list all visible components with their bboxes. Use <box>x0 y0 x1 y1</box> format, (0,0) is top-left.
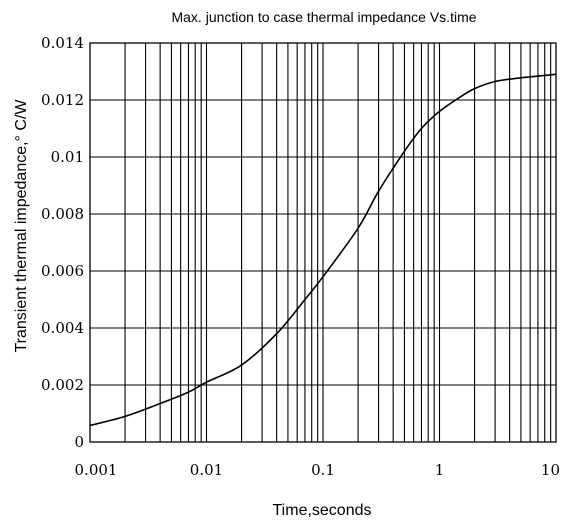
x-tick-label: 10 <box>541 461 560 479</box>
x-tick-label: 0.001 <box>75 461 118 479</box>
plot-grid <box>90 43 556 442</box>
x-axis-label: Time,seconds <box>273 502 372 519</box>
axis-ticks: 0 0.002 0.004 0.006 0.008 0.01 0.012 0.014 0.001… <box>41 34 560 479</box>
chart-title: Max. junction to case thermal impedance … <box>171 9 476 25</box>
y-tick-label: 0.002 <box>41 376 84 394</box>
x-tick-label: 0.01 <box>190 461 223 479</box>
y-tick-label: 0 <box>74 433 84 451</box>
plot-frame <box>89 42 557 443</box>
y-tick-label: 0.006 <box>41 262 84 280</box>
y-tick-label: 0.008 <box>41 205 84 223</box>
y-axis-label: Transient thermal impedance,° C/W <box>13 99 30 353</box>
y-tick-label: 0.01 <box>51 148 84 166</box>
y-tick-label: 0.014 <box>41 34 84 52</box>
x-tick-label: 1 <box>435 461 445 479</box>
y-tick-label: 0.012 <box>41 91 84 109</box>
series-line <box>89 73 557 427</box>
x-tick-label: 0.1 <box>311 461 335 479</box>
y-tick-label: 0.004 <box>41 319 84 337</box>
